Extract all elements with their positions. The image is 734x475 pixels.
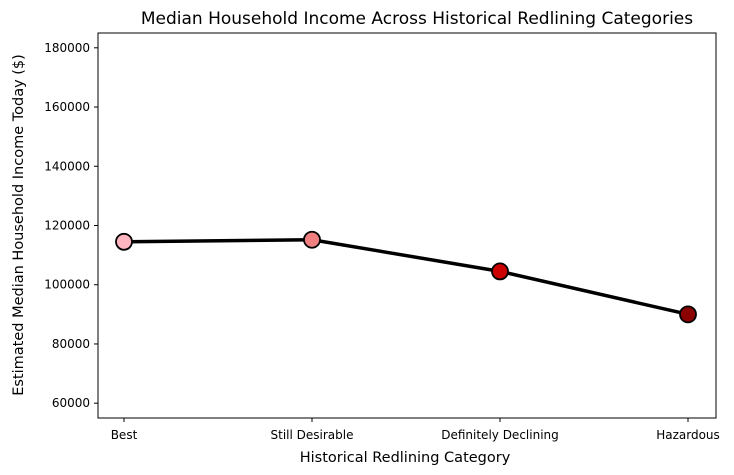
x-tick-label: Best (111, 428, 138, 442)
y-tick-label: 120000 (44, 219, 90, 233)
x-tick-label: Still Desirable (271, 428, 354, 442)
y-tick-label: 80000 (52, 337, 90, 351)
x-axis: Best Still Desirable Definitely Declining H… (111, 418, 720, 442)
x-tick-label: Definitely Declining (441, 428, 559, 442)
data-point (679, 305, 697, 324)
data-point (303, 230, 321, 249)
y-tick-label: 180000 (44, 41, 90, 55)
series-line (122, 237, 690, 317)
series-line-path (122, 237, 690, 317)
x-tick-label: Hazardous (656, 428, 720, 442)
y-axis: 60000 80000 100000 120000 140000 160000 180000 (44, 41, 98, 410)
data-points (115, 230, 697, 324)
y-tick-label: 160000 (44, 100, 90, 114)
data-point (115, 232, 133, 251)
y-tick-label: 140000 (44, 159, 90, 173)
y-tick-label: 100000 (44, 278, 90, 292)
data-point (491, 262, 509, 281)
x-axis-label: Historical Redlining Category (300, 450, 511, 466)
y-axis-label: Estimated Median Household Income Today … (11, 54, 27, 396)
plot-area (97, 32, 717, 419)
chart-title: Median Household Income Across Historica… (141, 9, 693, 29)
y-tick-label: 60000 (52, 396, 90, 410)
